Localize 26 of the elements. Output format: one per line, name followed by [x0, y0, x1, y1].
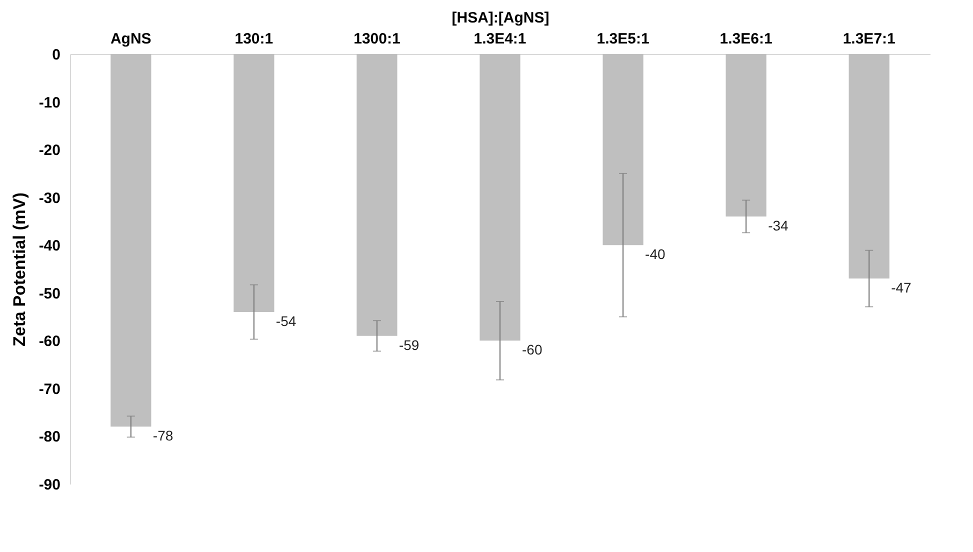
y-tick-label: -30: [38, 190, 60, 207]
y-tick-label: -60: [38, 333, 60, 350]
x-tick-label: 1.3E4:1: [474, 30, 526, 48]
y-tick-label: -90: [38, 476, 60, 494]
data-label: -60: [522, 342, 542, 358]
data-label: -54: [276, 313, 296, 329]
y-tick-label: -20: [38, 142, 60, 160]
x-tick-label: 1300:1: [354, 30, 400, 48]
data-label: -47: [891, 280, 912, 296]
y-tick-label: -10: [38, 94, 60, 112]
x-tick-label: 1.3E6:1: [720, 30, 772, 48]
y-tick-label: -50: [38, 285, 60, 302]
x-axis-title: [HSA]:[AgNS]: [452, 10, 550, 26]
x-tick-label: 1.3E7:1: [842, 30, 896, 48]
y-axis-title: Zeta Potential (mV): [10, 192, 29, 346]
y-tick-label: -80: [38, 428, 60, 446]
x-tick-label: 130:1: [234, 30, 274, 48]
data-label: -59: [398, 336, 420, 353]
y-tick-label: -40: [38, 238, 60, 255]
data-label: -40: [645, 246, 666, 262]
data-label: -34: [768, 217, 789, 234]
x-tick-label: AgNS: [110, 30, 152, 48]
data-label: -78: [152, 428, 174, 444]
y-tick-label: -70: [38, 380, 60, 398]
y-tick-label: 0: [52, 46, 60, 64]
x-tick-label: 1.3E5:1: [596, 30, 650, 48]
